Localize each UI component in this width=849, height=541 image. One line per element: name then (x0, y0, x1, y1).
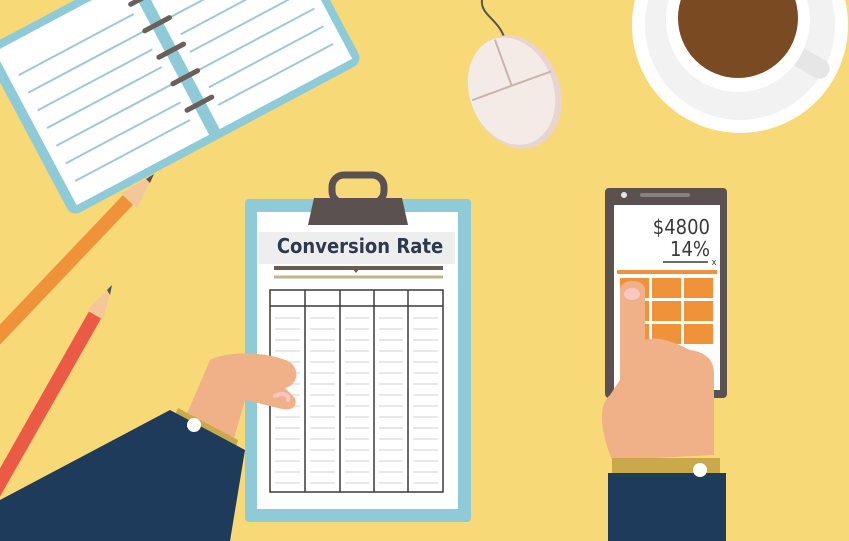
clipboard-part (308, 198, 408, 225)
clipboard-title: Conversion Rate (277, 234, 443, 258)
notebook-part-part (37, 48, 153, 112)
mouse-part-part (467, 37, 556, 145)
notebook-part-part (156, 41, 187, 60)
notebook-part-part (198, 7, 315, 71)
notebook-part-part (27, 30, 144, 94)
notebook-part-part (128, 0, 158, 7)
red-pencil-part (88, 285, 112, 320)
phone-part-part (684, 278, 713, 298)
clipboard-part (352, 268, 360, 273)
orange-pencil-part (122, 174, 154, 208)
notebook-part-part (180, 0, 296, 36)
notebook-part (18, 0, 334, 182)
orange-pencil (0, 174, 154, 345)
clipboard-part (269, 289, 444, 493)
right-hand-part (624, 288, 640, 300)
right-hand-part (608, 473, 726, 541)
notebook-part-part (55, 83, 172, 147)
notebook-part (0, 0, 210, 206)
mouse-part-part (493, 39, 513, 87)
clipboard: Conversion Rate (245, 171, 471, 522)
coffee-cup-part (678, 0, 798, 78)
mouse (467, 0, 562, 149)
notebook-part-part (184, 94, 215, 113)
right-hand-part (693, 463, 707, 477)
phone-part-part (652, 278, 681, 298)
notebook-part-part (142, 15, 172, 34)
notebook-part-part (217, 43, 334, 106)
mouse-part-part (471, 70, 552, 102)
notebook-part (128, 0, 215, 113)
notebook-part-part (170, 68, 201, 87)
mouse-part (480, 0, 506, 41)
phone-part-part (684, 301, 713, 321)
notebook-part-part (46, 66, 163, 129)
phone-rate: 14% (670, 237, 710, 261)
red-pencil-part (107, 285, 112, 295)
phone-part (621, 192, 627, 198)
notebook-part-part (170, 0, 287, 18)
clipboard-part (304, 290, 409, 492)
phone-part-part (652, 301, 681, 321)
right-hand-part (601, 281, 715, 460)
orange-pencil-part (146, 174, 154, 183)
clipboard-part (258, 232, 455, 264)
orange-pencil-part (0, 195, 134, 345)
notebook-part-part (208, 25, 325, 89)
phone-part-part (684, 324, 713, 344)
clipboard-part (275, 317, 438, 484)
left-hand-part (0, 410, 245, 541)
coffee-cup (632, 0, 848, 133)
notebook-part-part (74, 119, 191, 182)
notebook-part-part (18, 13, 135, 76)
right-hand (601, 281, 726, 541)
phone-part (617, 270, 717, 274)
notebook-part-part (189, 0, 306, 53)
phone-amount: $4800 (653, 215, 710, 239)
mouse-part (467, 35, 562, 149)
phone-part (640, 193, 690, 197)
red-pencil-part (0, 311, 102, 497)
red-pencil (0, 285, 112, 497)
phone-operator: x (712, 258, 717, 268)
notebook (0, 0, 360, 214)
left-hand (0, 353, 297, 541)
notebook-part-part (65, 101, 182, 165)
left-hand-part (187, 418, 201, 432)
left-hand-part (273, 392, 291, 402)
